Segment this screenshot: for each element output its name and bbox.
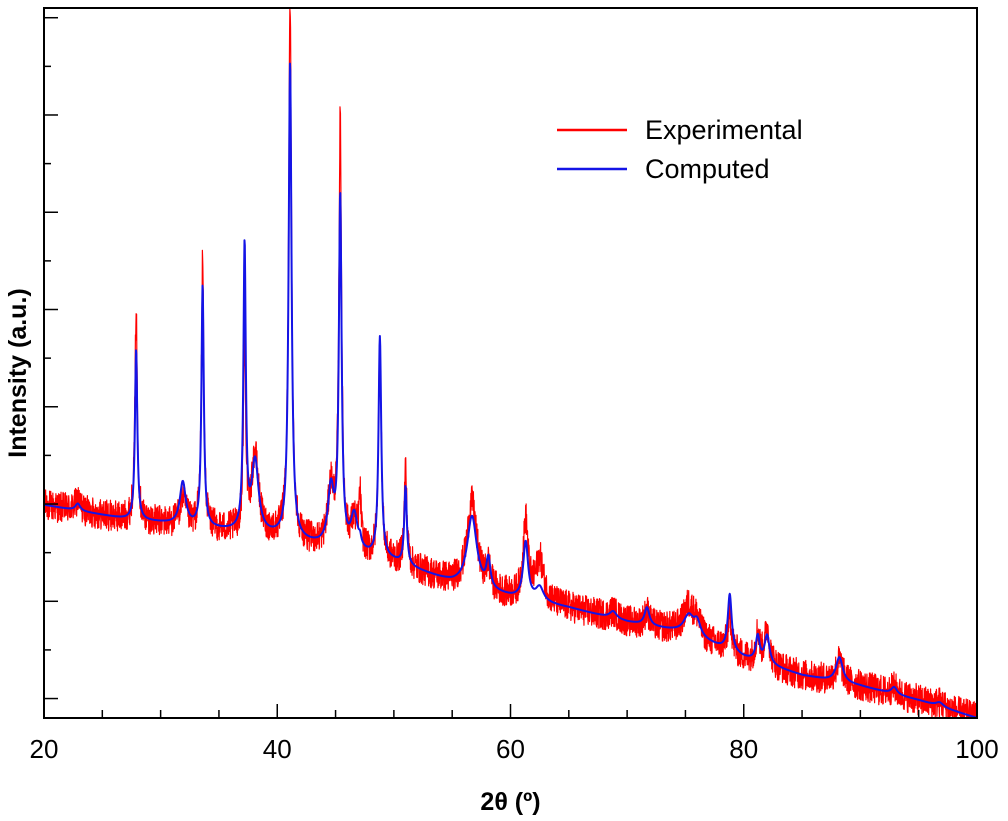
x-tick-label: 100	[955, 734, 998, 764]
x-tick-label: 40	[263, 734, 292, 764]
plot-frame	[43, 7, 978, 719]
ticks-layer	[43, 16, 978, 718]
x-tick-label: 60	[496, 734, 525, 764]
x-tick-labels: 20 40 60 80 100	[30, 734, 999, 764]
x-tick-label: 80	[729, 734, 758, 764]
legend: Experimental Computed	[557, 115, 803, 184]
y-axis-title: Intensity (a.u.)	[4, 288, 32, 457]
series-line-computed	[43, 62, 978, 719]
series-layer	[43, 8, 978, 719]
x-axis-title: 2θ (º)	[480, 788, 540, 816]
x-tick-label: 20	[30, 734, 59, 764]
legend-label-experimental: Experimental	[645, 115, 803, 145]
legend-label-computed: Computed	[645, 154, 770, 184]
